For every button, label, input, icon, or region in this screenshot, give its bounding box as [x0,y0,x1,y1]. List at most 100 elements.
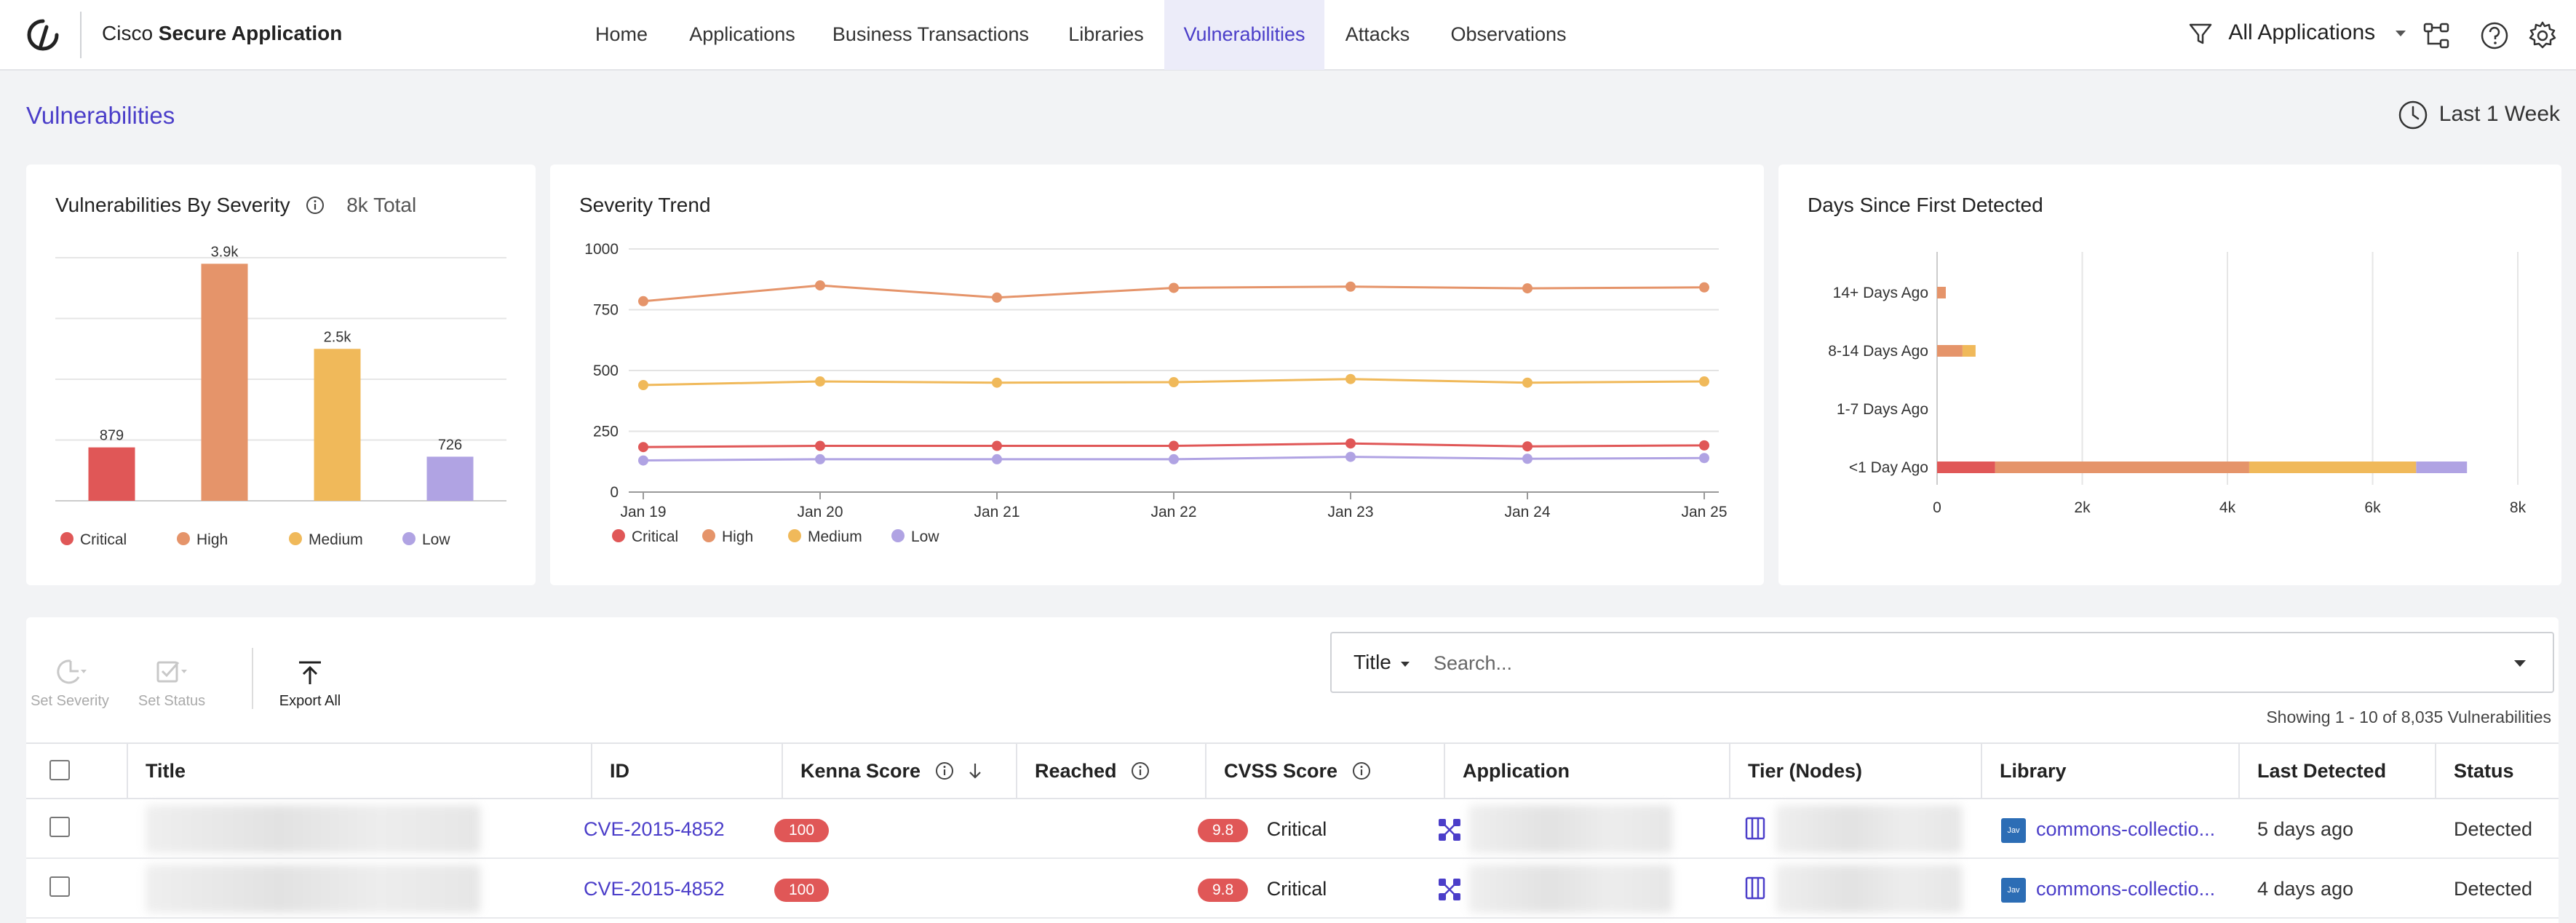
data-point-medium [1699,376,1709,387]
cve-id-link[interactable]: CVE-2015-4852 [584,878,725,900]
java-icon: Jav [2001,817,2026,843]
column-status[interactable]: Status [2454,760,2514,782]
nav-attacks[interactable]: Attacks [1345,23,1410,45]
row-checkbox[interactable] [49,817,70,837]
funnel-icon [2189,23,2212,44]
trend-card: Severity Trend 0 250 500 750 1000 Jan 19 Jan 2… [550,165,1764,585]
clock-icon [2398,100,2428,130]
search-field-selector[interactable]: Title [1353,651,1413,674]
search-bar: Title [1330,632,2554,693]
data-point-low [992,453,1002,464]
data-point-medium [1522,377,1533,388]
brand-light: Cisco [102,22,154,44]
bar-data-label: 3.9k [211,244,239,260]
data-point-critical [1345,438,1356,449]
legend-swatch-critical [612,529,625,542]
legend-swatch-critical [60,532,73,545]
data-point-medium [1169,377,1179,388]
nav-home[interactable]: Home [595,23,648,45]
results-count: Showing 1 - 10 of 8,035 Vulnerabilities [2266,708,2551,726]
export-all-button[interactable]: Export All [266,657,354,710]
legend-swatch-medium [289,532,302,545]
legend-label: Medium [808,528,862,545]
nav-applications[interactable]: Applications [689,23,795,45]
set-status-button[interactable]: Set Status [128,657,215,710]
library-link[interactable]: commons-collectio... [2036,878,2216,900]
set-status-label: Set Status [138,693,206,709]
data-point-critical [815,440,825,451]
tier-icon [1745,876,1765,900]
data-point-low [1522,453,1533,464]
info-icon[interactable] [934,760,955,782]
data-point-high [1522,283,1533,294]
set-severity-button[interactable]: Set Severity [26,657,114,710]
cvss-severity-label: Critical [1266,878,1327,900]
column-kenna-score[interactable]: Kenna Score [783,742,1017,799]
column-reached[interactable]: Reached [1017,742,1206,799]
gear-icon[interactable] [2527,20,2559,52]
export-icon [299,661,321,684]
bar-segment-low [2416,462,2468,473]
y-tick-label: 1000 [584,241,619,258]
nav-business-transactions[interactable]: Business Transactions [832,23,1030,45]
help-icon[interactable] [2478,20,2511,52]
vulnerabilities-table-card: Set Severity Set Status Export All Title… [26,617,2559,923]
y-category-label: 14+ Days Ago [1833,285,1928,301]
brand-bold: Secure Application [158,22,343,44]
data-point-low [1699,453,1709,464]
column-last-detected[interactable]: Last Detected [2240,742,2436,799]
nav-libraries[interactable]: Libraries [1068,23,1144,45]
table-row[interactable]: CVE-2015-4852 100 9.8 Critical Jav common… [26,799,2559,859]
row-checkbox[interactable] [49,876,70,897]
nav-vulnerabilities[interactable]: Vulnerabilities [1164,0,1324,70]
y-tick-label: 0 [610,484,619,501]
data-point-medium [992,377,1002,388]
app-logo-icon[interactable] [25,17,61,53]
java-icon: Jav [2001,877,2026,903]
days-card-title: Days Since First Detected [1808,194,2043,216]
severity-icon [57,659,87,684]
application-filter[interactable]: All Applications [2186,19,2412,51]
redacted-title [146,865,480,913]
column-library[interactable]: Library [1982,742,2240,799]
x-tick-label: Jan 20 [797,504,843,520]
column-id[interactable]: ID [592,742,783,799]
page-title: Vulnerabilities [26,102,175,129]
bar-segment-high [1995,462,2249,473]
time-range-picker[interactable]: Last 1 Week [2397,99,2560,131]
legend-swatch-low [402,532,416,545]
legend-label: High [722,528,753,545]
data-point-high [1699,282,1709,293]
sort-descending-icon[interactable] [965,760,985,782]
x-tick-label: 8k [2510,499,2527,516]
column-cvss-score[interactable]: CVSS Score [1206,742,1445,799]
column-application[interactable]: Application [1445,742,1730,799]
table-row[interactable]: CVE-2015-4852 100 9.8 Critical Jav common… [26,859,2559,919]
info-icon[interactable] [1129,760,1151,782]
bar-data-label: 726 [438,437,462,453]
cve-id-link[interactable]: CVE-2015-4852 [584,818,725,840]
column-tier[interactable]: Tier (Nodes) [1730,742,1982,799]
info-icon[interactable] [304,194,326,216]
x-tick-label: Jan 24 [1504,504,1550,520]
bar-segment-medium [2249,462,2417,473]
topology-icon[interactable] [2420,20,2452,52]
select-all-checkbox[interactable] [49,760,70,780]
bar-medium [314,349,361,501]
data-point-low [638,455,648,466]
column-title[interactable]: Title [128,742,592,799]
x-tick-label: 0 [1933,499,1941,516]
x-tick-label: 6k [2364,499,2381,516]
days-detected-bar-chart: 0 2k 4k 6k 8k 14+ Days Ago 8-14 Days Ago 1-7 Da… [1828,252,2527,516]
application-filter-value: All Applications [2228,20,2376,44]
library-link[interactable]: commons-collectio... [2036,818,2216,840]
nav-observations[interactable]: Observations [1450,23,1567,45]
search-input[interactable] [1434,645,2481,681]
info-icon[interactable] [1351,760,1372,782]
y-category-label: 1-7 Days Ago [1837,401,1928,418]
x-tick-label: Jan 23 [1327,504,1373,520]
y-tick-label: 750 [593,302,619,319]
severity-bar-chart: 879 3.9k 2.5k 726 Critical High Medium Low [55,244,506,548]
search-dropdown-icon[interactable] [2509,652,2531,674]
legend-label: Critical [632,528,678,545]
